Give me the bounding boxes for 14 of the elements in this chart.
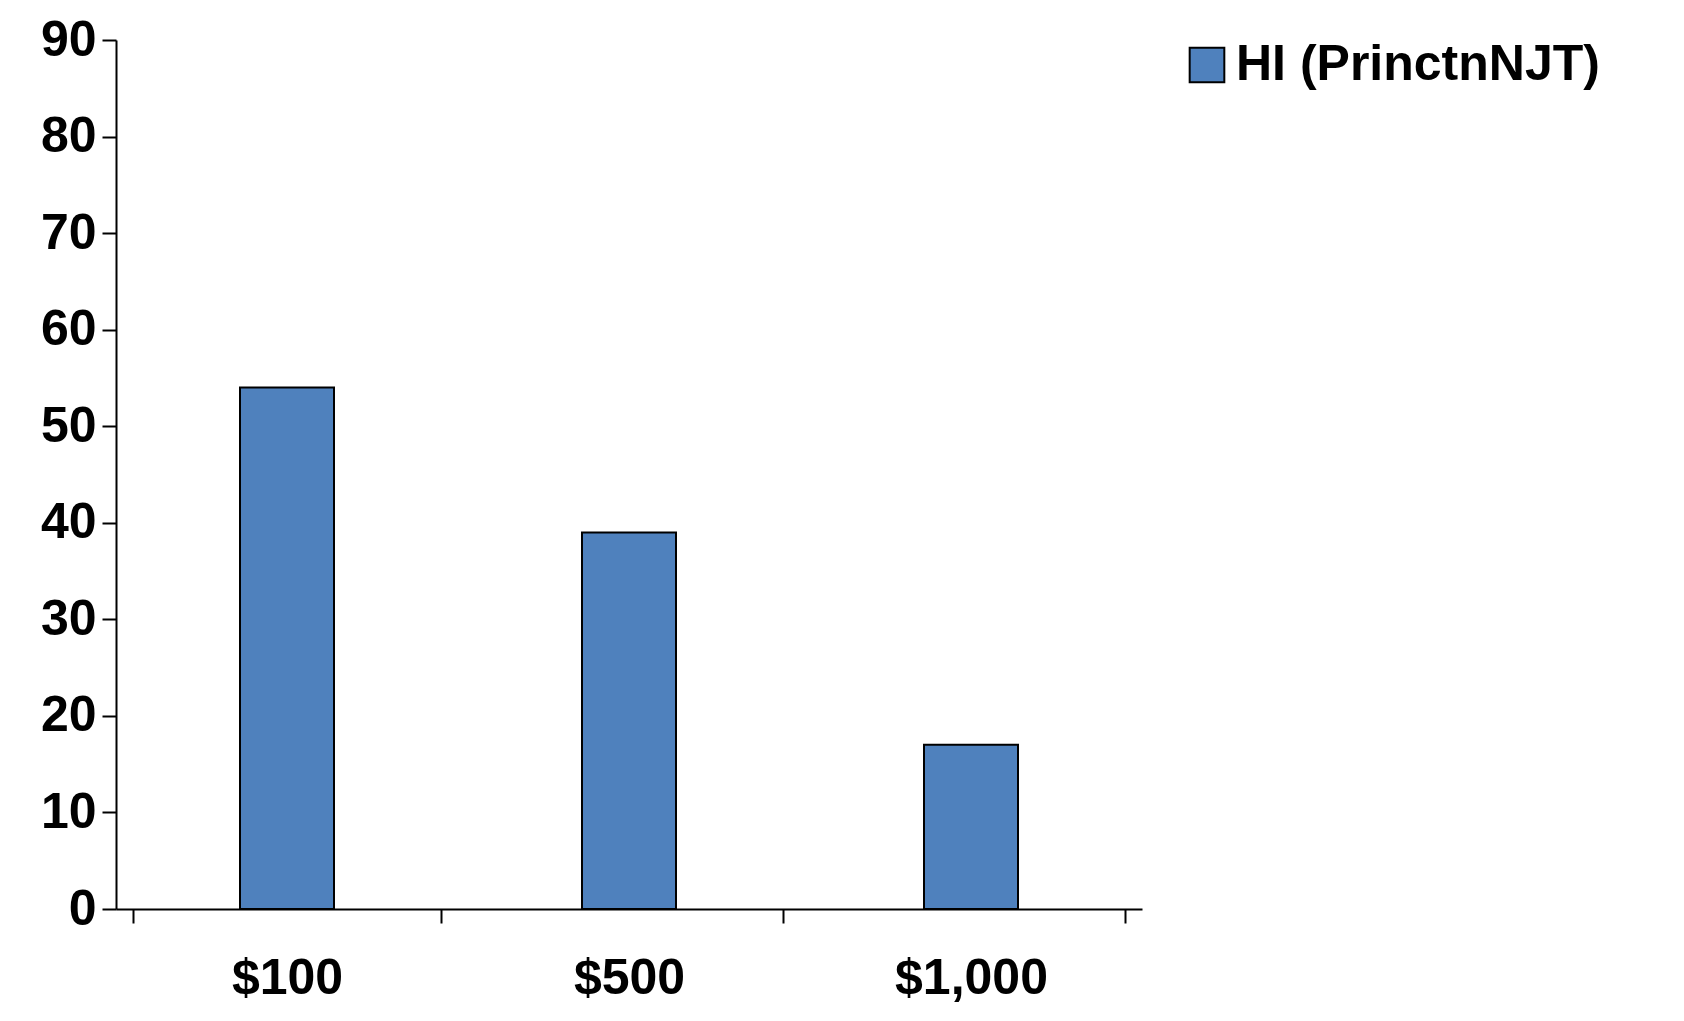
y-tick-label: 90 xyxy=(40,10,97,67)
y-tick-label: 0 xyxy=(68,879,97,936)
y-tick-label: 20 xyxy=(40,686,97,743)
y-tick-label: 80 xyxy=(40,107,97,164)
y-tick-label: 10 xyxy=(40,782,97,839)
y-tick-label: 30 xyxy=(40,589,97,646)
y-tick-label: 40 xyxy=(40,493,97,550)
y-tick-label: 50 xyxy=(40,396,97,453)
x-tick-label: $500 xyxy=(573,948,686,1005)
y-tick-label: 70 xyxy=(40,203,97,260)
legend-label: HI (PrinctnNJT) xyxy=(1236,35,1600,91)
x-tick-label: $1,000 xyxy=(895,948,1048,1005)
x-tick-label: $100 xyxy=(231,948,344,1005)
y-tick-label: 60 xyxy=(40,300,97,357)
